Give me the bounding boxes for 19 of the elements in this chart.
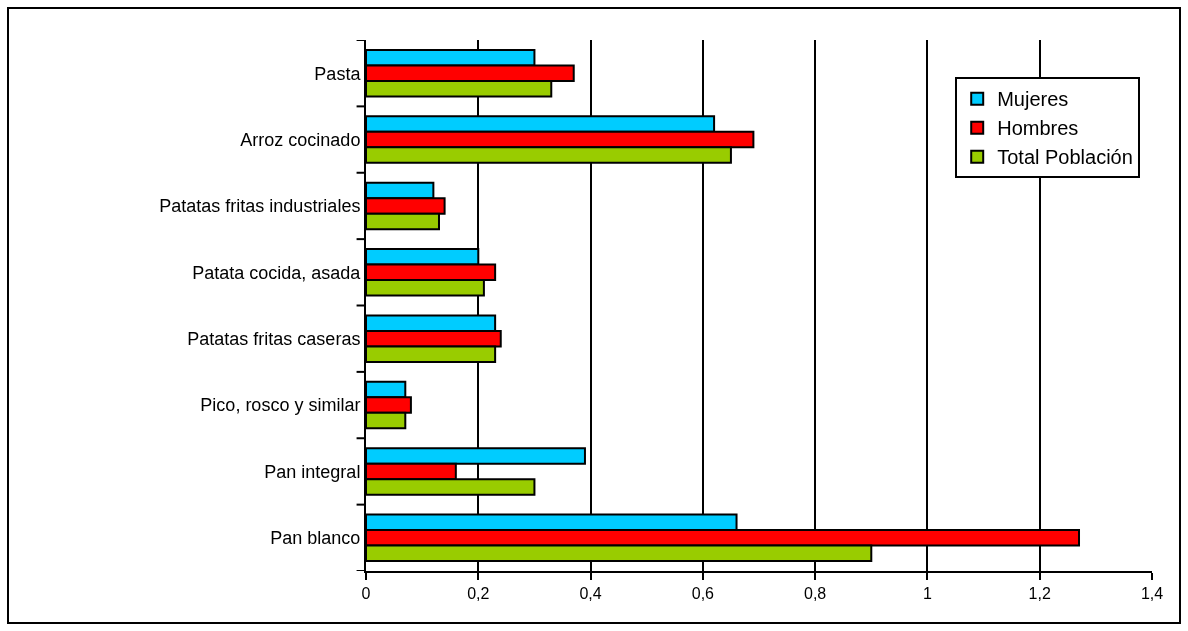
y-tick-label: Patatas fritas caseras [187,328,361,349]
legend-label: Hombres [997,117,1079,140]
y-tick-label: Arroz cocinado [240,129,361,150]
y-tick-label: Pan blanco [270,528,361,549]
legend-label: Total Población [997,146,1133,169]
x-tick-label: 0 [361,585,371,603]
y-tick-label: Patata cocida, asada [192,262,362,283]
y-tick-label: Patatas fritas industriales [159,196,361,217]
y-tick-label: Pan integral [264,461,361,482]
y-tick-label: Pasta [314,63,362,84]
x-tick-label: 0,2 [467,585,490,603]
x-tick-label: 1,2 [1028,585,1051,603]
x-tick-label: 0,6 [691,585,715,603]
x-tick-label: 0,8 [804,585,827,603]
x-tick-label: 1 [922,585,932,603]
x-tick-label: 0,4 [579,585,602,603]
legend-label: Mujeres [997,88,1069,111]
x-tick-label: 1,4 [1140,585,1164,603]
y-tick-label: Pico, rosco y similar [200,395,361,416]
